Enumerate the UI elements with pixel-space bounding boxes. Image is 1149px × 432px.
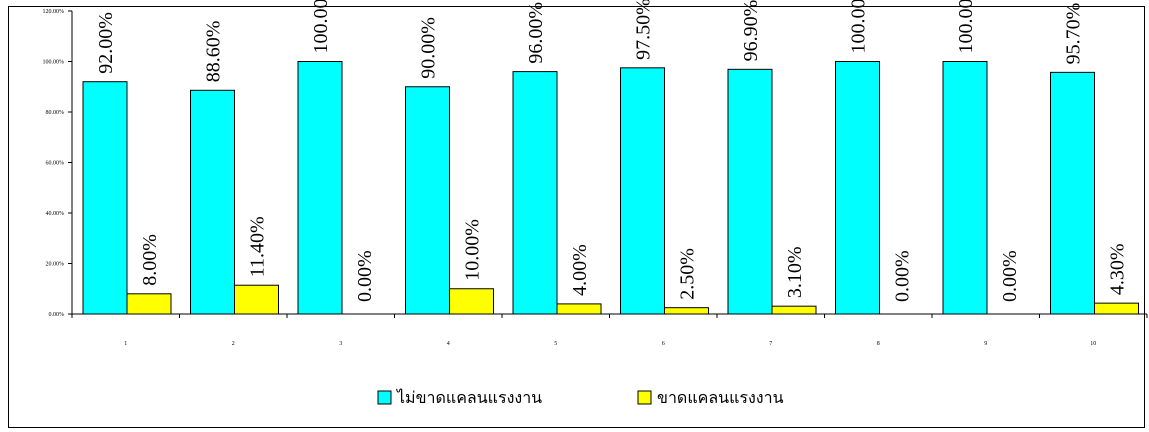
bar-shortage: [771, 305, 817, 315]
bar-no-shortage: [835, 61, 880, 315]
data-label: 4.30%: [1107, 243, 1129, 295]
data-label: 100.00%: [310, 0, 332, 54]
legend-label-shortage: ขาดแคลนแรงงาน: [657, 388, 784, 407]
bar-no-shortage: [82, 81, 128, 315]
y-tick-label: 60.00%: [46, 161, 65, 167]
x-tick-label: 1: [124, 341, 127, 347]
bar-no-shortage: [512, 71, 558, 315]
legend-swatch-no-shortage: [377, 390, 392, 405]
data-label: 0.00%: [892, 250, 914, 302]
data-label: 100.00%: [848, 0, 870, 54]
x-tick-label: 8: [877, 341, 880, 347]
bar-shortage: [126, 293, 172, 315]
x-tick-label: 3: [339, 341, 342, 347]
legend-label-no-shortage: ไม่ขาดแคลนแรงงาน: [395, 388, 542, 407]
x-tick-label: 6: [662, 341, 665, 347]
data-label: 92.00%: [95, 12, 117, 74]
data-label: 95.70%: [1063, 3, 1085, 65]
data-label: 2.50%: [677, 248, 699, 300]
y-tick-label: 120.00%: [43, 9, 65, 15]
data-label: 10.00%: [462, 219, 484, 281]
data-label: 3.10%: [784, 247, 806, 299]
y-tick-label: 40.00%: [46, 211, 65, 217]
bar-shortage: [664, 307, 709, 315]
data-label: 90.00%: [418, 17, 440, 79]
bar-shortage: [1094, 302, 1139, 315]
data-label: 0.00%: [999, 250, 1021, 302]
data-label: 8.00%: [139, 234, 161, 286]
legend-swatch-shortage: [637, 390, 652, 405]
data-label: 100.00%: [955, 0, 977, 54]
bar-shortage: [449, 288, 494, 315]
data-label: 97.50%: [633, 0, 655, 60]
x-tick-label: 4: [447, 341, 450, 347]
x-tick-label: 7: [769, 341, 772, 347]
data-label: 11.40%: [247, 216, 269, 277]
data-label: 4.00%: [569, 244, 591, 296]
bar-no-shortage: [190, 89, 235, 315]
data-label: 88.60%: [203, 21, 225, 83]
y-tick-label: 100.00%: [43, 60, 65, 66]
x-tick-label: 10: [1090, 341, 1096, 347]
y-tick-label: 20.00%: [46, 262, 65, 268]
bar-no-shortage: [405, 86, 450, 315]
data-label: 0.00%: [354, 250, 376, 302]
data-label: 96.90%: [740, 0, 762, 61]
bar-shortage: [234, 284, 279, 315]
bar-no-shortage: [297, 61, 343, 315]
data-label: 96.00%: [525, 2, 547, 64]
bar-no-shortage: [620, 67, 665, 315]
y-tick-label: 80.00%: [46, 110, 65, 116]
y-tick-label: 0.00%: [49, 312, 65, 318]
bar-no-shortage: [727, 68, 773, 315]
bar-no-shortage: [1050, 71, 1095, 315]
bar-shortage: [556, 303, 602, 315]
bar-no-shortage: [942, 61, 988, 315]
x-tick-label: 5: [554, 341, 557, 347]
x-tick-label: 9: [984, 341, 987, 347]
x-tick-label: 2: [232, 341, 235, 347]
